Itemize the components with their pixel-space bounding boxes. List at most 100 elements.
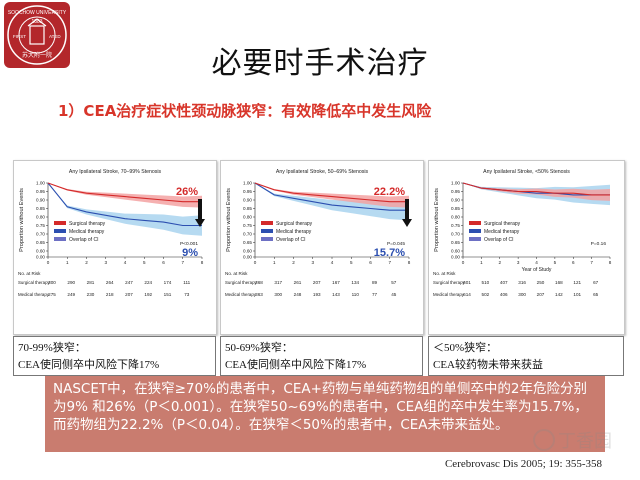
risk-cell-medical: 363 [255, 292, 263, 297]
risk-cell-medical: 101 [573, 292, 581, 297]
at-risk-header: No. at Risk [433, 271, 456, 276]
risk-cell-surgical: 317 [274, 280, 282, 285]
legend-swatch [54, 237, 66, 241]
risk-cell-surgical: 250 [537, 280, 545, 285]
x-tick-label: 4 [124, 260, 127, 265]
y-tick-label: 0.60 [451, 249, 460, 254]
svg-text:SOOCHOW UNIVERSITY: SOOCHOW UNIVERSITY [8, 10, 67, 16]
chart-title: Any Ipsilateral Stroke, 50–69% Stenosis [276, 169, 369, 175]
x-tick-label: 0 [254, 260, 257, 265]
risk-cell-surgical: 121 [573, 280, 581, 285]
caption-line-2: CEA使同侧卒中风险下降17% [225, 359, 367, 371]
km-chart-70-99: Any Ipsilateral Stroke, 70–99% Stenosis P… [13, 160, 217, 335]
y-tick-label: 0.75 [243, 223, 252, 228]
p-value: P=0.16 [591, 241, 607, 247]
y-tick-label: 0.85 [243, 206, 252, 211]
down-arrow-head-icon [195, 219, 205, 227]
page-title: 必要时手术治疗 [211, 46, 429, 81]
medical-curve [47, 182, 202, 227]
legend-swatch [261, 221, 273, 225]
x-tick-label: 8 [408, 260, 411, 265]
university-logo: SOOCHOW UNIVERSITY 1883 FIRST ATED 苏大附一院 [4, 2, 70, 68]
y-tick-label: 0.95 [451, 189, 460, 194]
x-axis-label: Year of Study [522, 267, 552, 273]
x-tick-label: 6 [162, 260, 165, 265]
risk-cell-surgical: 247 [125, 280, 133, 285]
svg-text:ATED: ATED [49, 34, 61, 39]
risk-cell-surgical: 261 [294, 280, 302, 285]
risk-cell-medical: 77 [372, 292, 378, 297]
y-tick-label: 0.65 [451, 240, 460, 245]
x-tick-label: 1 [273, 260, 276, 265]
risk-cell-surgical: 207 [313, 280, 321, 285]
risk-cell-medical: 300 [518, 292, 526, 297]
slide-subtitle: 1）CEA治疗症状性颈动脉狭窄：有效降低卒中发生风险 [58, 102, 432, 120]
at-risk-row-surgical: Surgical therapy [433, 280, 466, 285]
down-arrow-icon [198, 199, 202, 219]
at-risk-header: No. at Risk [18, 271, 41, 276]
x-tick-label: 0 [462, 260, 465, 265]
risk-cell-surgical: 510 [482, 280, 490, 285]
y-tick-label: 0.70 [36, 232, 45, 237]
y-tick-label: 0.65 [243, 240, 252, 245]
annotation-medical-rate: 26% [176, 186, 198, 198]
y-tick-label: 1.00 [243, 181, 252, 186]
annotation-surgical-rate: 15.7% [374, 247, 405, 259]
risk-cell-medical: 45 [391, 292, 397, 297]
y-tick-label: 0.85 [36, 206, 45, 211]
legend-label: Medical therapy [484, 229, 520, 235]
y-tick-label: 0.70 [451, 232, 460, 237]
y-tick-label: 0.00 [243, 255, 252, 260]
risk-cell-surgical: 601 [463, 280, 471, 285]
x-tick-label: 1 [480, 260, 483, 265]
x-tick-label: 2 [292, 260, 295, 265]
x-tick-label: 3 [311, 260, 314, 265]
surgical-curve [47, 182, 202, 203]
legend-swatch [469, 221, 481, 225]
caption-line-2: CEA使同侧卒中风险下降17% [18, 359, 160, 371]
x-tick-label: 3 [104, 260, 107, 265]
y-axis-label: Proportion without Events [434, 188, 440, 252]
risk-cell-medical: 249 [67, 292, 75, 297]
x-tick-label: 7 [388, 260, 391, 265]
risk-cell-medical: 110 [352, 292, 360, 297]
risk-cell-medical: 143 [332, 292, 340, 297]
x-tick-label: 0 [47, 260, 50, 265]
risk-cell-surgical: 264 [106, 280, 114, 285]
x-tick-label: 5 [143, 260, 146, 265]
p-value: P=0.045 [387, 241, 405, 247]
surgical-ci-band [255, 183, 409, 208]
risk-cell-surgical: 134 [351, 280, 359, 285]
legend-label: Medical therapy [69, 229, 105, 235]
risk-cell-surgical: 407 [500, 280, 508, 285]
legend-label: Surgical therapy [484, 221, 521, 227]
x-tick-label: 3 [517, 260, 520, 265]
risk-cell-surgical: 290 [67, 280, 75, 285]
y-axis-label: Proportion without Events [226, 188, 232, 252]
x-tick-label: 4 [535, 260, 538, 265]
y-tick-label: 0.70 [243, 232, 252, 237]
legend-label: Overlap of CI [484, 237, 513, 243]
y-tick-label: 0.95 [36, 189, 45, 194]
y-tick-label: 0.75 [36, 223, 45, 228]
surgical-curve [462, 182, 610, 196]
at-risk-header: No. at Risk [225, 271, 248, 276]
caption-line-2: CEA较药物未带来获益 [433, 359, 543, 371]
surgical-curve [254, 182, 409, 203]
risk-cell-medical: 406 [500, 292, 508, 297]
risk-cell-medical: 193 [313, 292, 321, 297]
svg-text:丁香园: 丁香园 [558, 431, 612, 451]
risk-cell-medical: 151 [164, 292, 172, 297]
risk-cell-medical: 73 [184, 292, 190, 297]
x-tick-label: 6 [572, 260, 575, 265]
caption-50-69: 50-69%狭窄： CEA使同侧卒中风险下降17% [220, 336, 423, 376]
legend-label: Overlap of CI [276, 237, 305, 243]
annotation-surgical-rate: 9% [182, 247, 198, 259]
risk-cell-medical: 614 [463, 292, 471, 297]
y-axis-label: Proportion without Events [19, 188, 25, 252]
km-chart-under-50: Any Ipsilateral Stroke, <50% Stenosis Pro… [428, 160, 625, 335]
y-tick-label: 0.90 [451, 198, 460, 203]
y-tick-label: 0.75 [451, 223, 460, 228]
legend-swatch [261, 229, 273, 233]
legend-label: Overlap of CI [69, 237, 98, 243]
